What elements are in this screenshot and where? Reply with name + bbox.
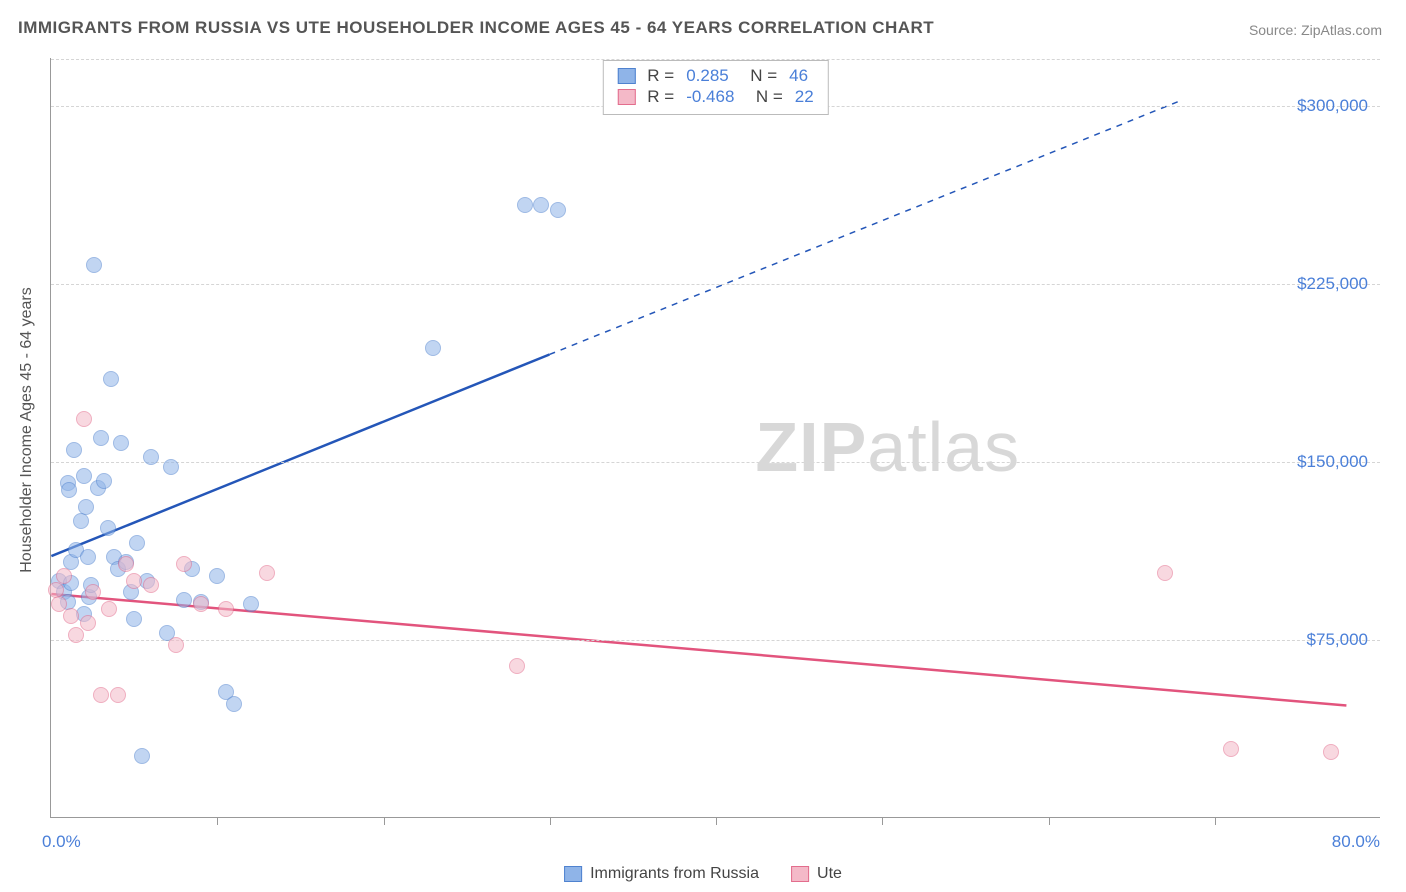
x-tick — [716, 817, 717, 825]
x-tick — [1049, 817, 1050, 825]
data-point — [56, 568, 72, 584]
data-point — [80, 549, 96, 565]
chart-title: IMMIGRANTS FROM RUSSIA VS UTE HOUSEHOLDE… — [18, 18, 934, 38]
x-tick — [384, 817, 385, 825]
data-point — [517, 197, 533, 213]
n-label: N = — [741, 66, 777, 86]
data-point — [209, 568, 225, 584]
data-point — [243, 596, 259, 612]
swatch-series-2 — [617, 89, 635, 105]
swatch-icon — [791, 866, 809, 882]
data-point — [126, 573, 142, 589]
y-tick-label: $225,000 — [1297, 274, 1368, 294]
data-point — [93, 687, 109, 703]
correlation-legend: R = 0.285 N = 46 R = -0.468 N = 22 — [602, 60, 828, 115]
legend-label-1: Immigrants from Russia — [590, 865, 759, 883]
data-point — [226, 696, 242, 712]
data-point — [168, 637, 184, 653]
gridline — [51, 640, 1380, 641]
r-label: R = — [647, 87, 674, 107]
data-point — [101, 601, 117, 617]
x-tick — [1215, 817, 1216, 825]
r-value-2: -0.468 — [686, 87, 734, 107]
data-point — [550, 202, 566, 218]
trend-line — [51, 354, 549, 556]
data-point — [143, 449, 159, 465]
plot-area: ZIPatlas R = 0.285 N = 46 R = -0.468 N =… — [50, 58, 1380, 818]
data-point — [113, 435, 129, 451]
r-label: R = — [647, 66, 674, 86]
data-point — [110, 687, 126, 703]
data-point — [73, 513, 89, 529]
data-point — [425, 340, 441, 356]
n-value-2: 22 — [795, 87, 814, 107]
trend-line-dashed — [549, 101, 1180, 355]
x-axis-min-label: 0.0% — [42, 832, 81, 852]
legend-row-2: R = -0.468 N = 22 — [617, 87, 813, 107]
legend-row-1: R = 0.285 N = 46 — [617, 66, 813, 86]
x-tick — [550, 817, 551, 825]
data-point — [66, 442, 82, 458]
data-point — [96, 473, 112, 489]
gridline — [51, 284, 1380, 285]
data-point — [218, 601, 234, 617]
data-point — [78, 499, 94, 515]
data-point — [93, 430, 109, 446]
data-point — [1323, 744, 1339, 760]
legend-label-2: Ute — [817, 865, 842, 883]
data-point — [126, 611, 142, 627]
swatch-series-1 — [617, 68, 635, 84]
data-point — [259, 565, 275, 581]
y-axis-title: Householder Income Ages 45 - 64 years — [18, 287, 36, 573]
data-point — [86, 257, 102, 273]
data-point — [61, 482, 77, 498]
x-tick — [882, 817, 883, 825]
data-point — [85, 584, 101, 600]
data-point — [1223, 741, 1239, 757]
legend-item-2: Ute — [785, 862, 848, 886]
y-tick-label: $75,000 — [1307, 630, 1368, 650]
data-point — [509, 658, 525, 674]
data-point — [143, 577, 159, 593]
svg-layer — [51, 58, 1380, 817]
data-point — [68, 627, 84, 643]
y-tick-label: $300,000 — [1297, 96, 1368, 116]
x-axis-max-label: 80.0% — [1332, 832, 1380, 852]
series-legend: Immigrants from Russia Ute — [558, 862, 848, 886]
data-point — [533, 197, 549, 213]
data-point — [176, 592, 192, 608]
data-point — [63, 608, 79, 624]
swatch-icon — [564, 866, 582, 882]
x-tick — [217, 817, 218, 825]
gridline — [51, 462, 1380, 463]
legend-item-1: Immigrants from Russia — [558, 862, 765, 886]
data-point — [76, 468, 92, 484]
data-point — [134, 748, 150, 764]
data-point — [103, 371, 119, 387]
data-point — [118, 556, 134, 572]
data-point — [193, 596, 209, 612]
watermark: ZIPatlas — [755, 407, 1020, 487]
r-value-1: 0.285 — [686, 66, 729, 86]
chart-container: IMMIGRANTS FROM RUSSIA VS UTE HOUSEHOLDE… — [0, 0, 1406, 892]
y-tick-label: $150,000 — [1297, 452, 1368, 472]
n-label: N = — [746, 87, 782, 107]
data-point — [163, 459, 179, 475]
data-point — [129, 535, 145, 551]
n-value-1: 46 — [789, 66, 808, 86]
data-point — [176, 556, 192, 572]
source-label: Source: ZipAtlas.com — [1249, 22, 1382, 38]
data-point — [100, 520, 116, 536]
data-point — [1157, 565, 1173, 581]
data-point — [76, 411, 92, 427]
data-point — [80, 615, 96, 631]
